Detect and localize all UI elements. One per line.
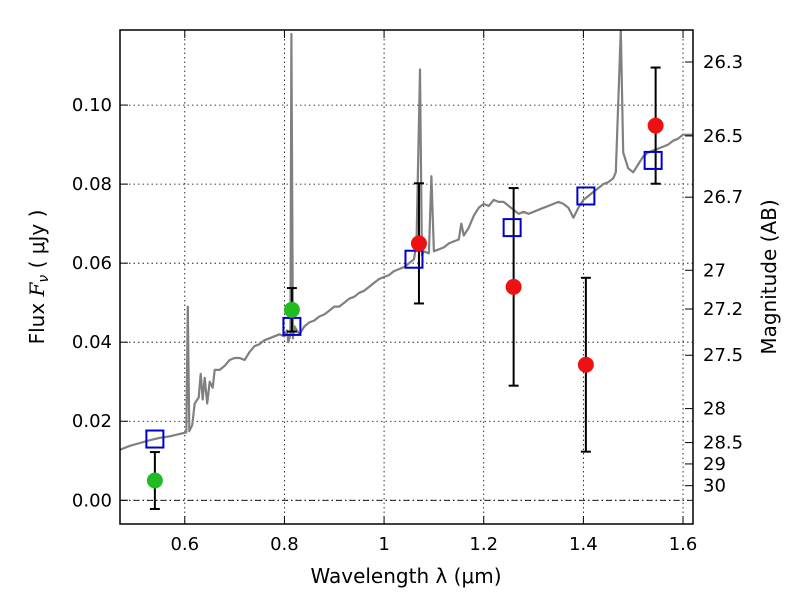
y-axis-label-prefix: Flux xyxy=(25,296,49,344)
y2-tick-label: 26.3 xyxy=(703,52,743,73)
y2-tick-label: 26.5 xyxy=(703,126,743,147)
x-tick-label: 1.6 xyxy=(669,534,698,555)
x-tick-label: 1.4 xyxy=(569,534,598,555)
spectrum-line xyxy=(120,30,693,451)
y-tick-label: 0.02 xyxy=(72,411,112,432)
y2-tick-label: 30 xyxy=(703,476,726,497)
model-photometry-square xyxy=(576,186,596,206)
y-tick-label: 0.08 xyxy=(72,174,112,195)
spectrum-layer xyxy=(120,30,693,451)
grid-lines xyxy=(120,30,693,524)
y2-tick-label: 28 xyxy=(703,399,726,420)
y-axis-label: Flux Fν ( μJy ) xyxy=(25,210,52,345)
y-ticks: 0.00 0.02 0.04 0.06 0.08 0.10 xyxy=(72,95,128,511)
y-tick-label: 0.10 xyxy=(72,95,112,116)
x-ticks: 0.6 0.8 1 1.2 1.4 1.6 xyxy=(170,30,697,555)
model-photometry-square xyxy=(502,218,522,238)
model-photometry-square xyxy=(643,150,663,170)
y-axis-label-symbol: F xyxy=(25,281,49,297)
plot-frame xyxy=(119,29,694,525)
x-tick-label: 0.6 xyxy=(170,534,199,555)
y-axis-label-suffix: ( μJy ) xyxy=(25,210,49,275)
y2-tick-label: 28.5 xyxy=(703,433,743,454)
observed-photometry-point xyxy=(505,278,522,295)
marker-layer xyxy=(145,117,664,489)
y2-tick-label: 26.7 xyxy=(703,187,743,208)
x-tick-label: 1.2 xyxy=(469,534,498,555)
y-tick-label: 0.00 xyxy=(72,490,112,511)
y2-axis-label: Magnitude (AB) xyxy=(757,199,781,354)
model-photometry-square xyxy=(145,429,165,449)
model-photometry-square xyxy=(404,249,424,269)
observed-photometry-point xyxy=(647,117,664,134)
x-axis-label: Wavelength λ (μm) xyxy=(310,564,501,588)
y-axis-label-sub: ν xyxy=(36,275,52,283)
x-tick-label: 1 xyxy=(378,534,389,555)
y2-tick-label: 27.5 xyxy=(703,345,743,366)
observed-photometry-point xyxy=(146,472,163,489)
y-tick-label: 0.04 xyxy=(72,332,112,353)
model-photometry-square xyxy=(282,316,302,336)
observed-photometry-point xyxy=(410,235,427,252)
x-tick-label: 0.8 xyxy=(270,534,299,555)
y2-tick-label: 27.2 xyxy=(703,299,743,320)
observed-photometry-point xyxy=(577,356,594,373)
y2-tick-label: 29 xyxy=(703,454,726,475)
y2-tick-label: 27 xyxy=(703,260,726,281)
observed-photometry-point xyxy=(283,301,300,318)
errorbar-layer xyxy=(149,66,661,510)
y-tick-label: 0.06 xyxy=(72,253,112,274)
